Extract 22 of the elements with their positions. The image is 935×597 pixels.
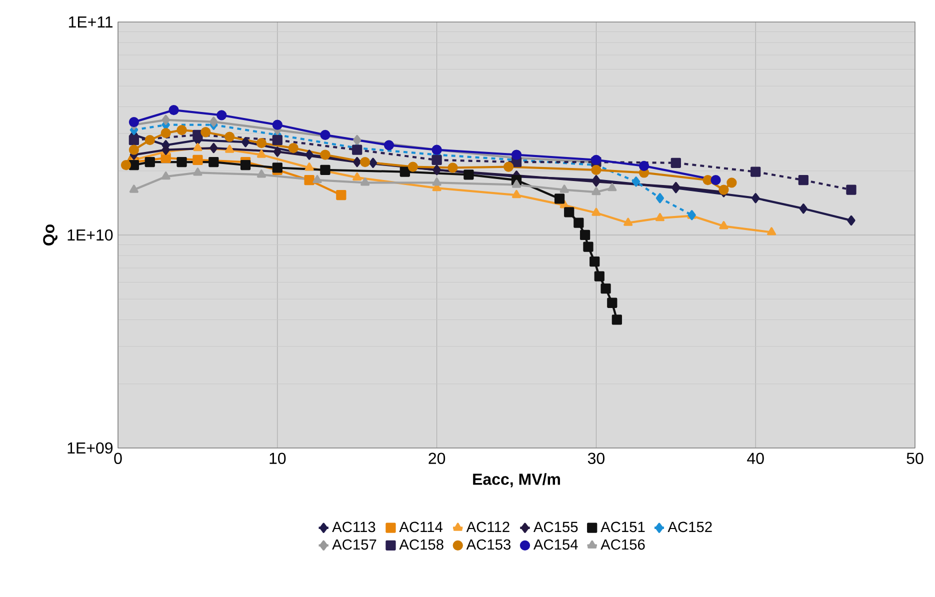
legend-label: AC154 [533, 539, 578, 550]
legend-label: AC113 [332, 522, 376, 532]
x-tick-label: 40 [747, 452, 764, 464]
legend-label: AC156 [600, 539, 645, 550]
legend-label: AC153 [466, 539, 511, 550]
x-axis-title: Eacc, MV/m [473, 473, 560, 488]
x-tick-label: 50 [906, 452, 924, 464]
legend-label: AC158 [399, 539, 444, 550]
y-tick-label: 1E+09 [68, 442, 113, 454]
y-tick-label: 1E+11 [68, 16, 113, 28]
x-tick-label: 20 [428, 452, 446, 464]
legend-label: AC152 [668, 522, 712, 532]
x-tick-label: 10 [270, 452, 286, 464]
legend-label: AC114 [399, 522, 443, 532]
legend-label: AC112 [466, 522, 510, 532]
legend-label: AC155 [533, 522, 578, 532]
y-axis-title: Qo [43, 224, 58, 246]
legend-label: AC157 [332, 539, 376, 550]
legend-label: AC151 [600, 522, 645, 532]
y-tick-label: 1E+10 [68, 229, 113, 241]
x-tick-label: 0 [114, 452, 122, 464]
x-tick-label: 30 [588, 452, 604, 464]
